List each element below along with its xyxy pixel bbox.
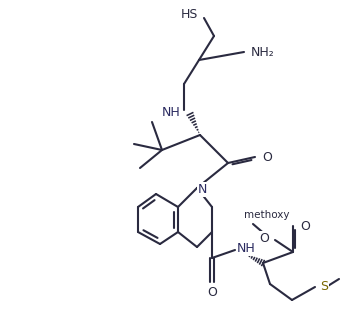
Text: NH: NH	[237, 242, 256, 255]
Text: O: O	[207, 286, 217, 299]
Text: methoxy: methoxy	[244, 210, 290, 220]
Text: HS: HS	[181, 8, 198, 21]
Text: O: O	[262, 151, 272, 164]
Text: O: O	[300, 219, 310, 232]
Text: N: N	[198, 182, 207, 196]
Text: NH₂: NH₂	[251, 45, 275, 59]
Text: NH: NH	[161, 106, 180, 118]
Text: O: O	[259, 231, 269, 245]
Text: S: S	[320, 280, 328, 294]
